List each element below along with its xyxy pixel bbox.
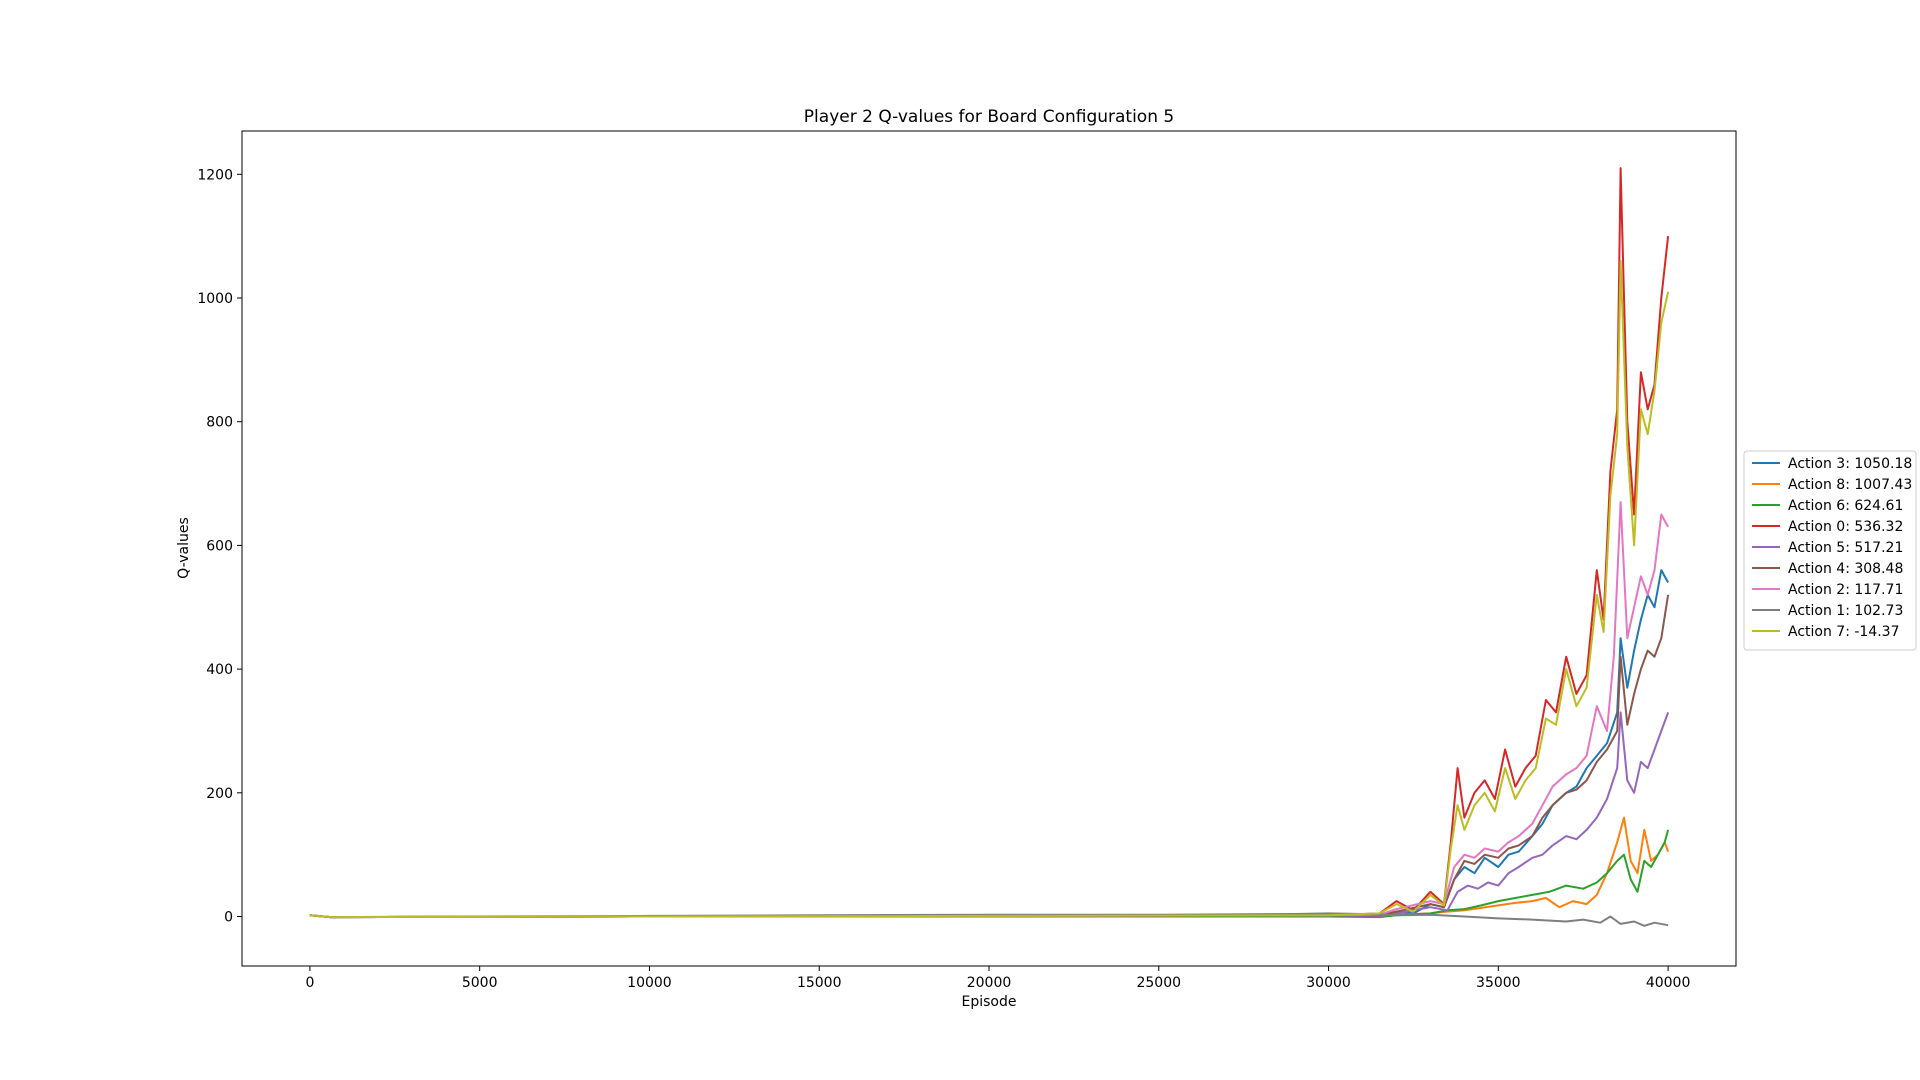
y-tick-label: 200 xyxy=(206,786,233,802)
legend-label: Action 1: 102.73 xyxy=(1788,603,1903,619)
x-axis-ticks: 0 5000 10000 15000 20000 25000 30000 35000 40000 xyxy=(305,966,1690,991)
legend-label: Action 2: 117.71 xyxy=(1788,582,1903,598)
legend-label: Action 6: 624.61 xyxy=(1788,498,1903,514)
x-tick-label: 15000 xyxy=(797,975,842,991)
legend-label: Action 7: -14.37 xyxy=(1788,624,1900,640)
series-lines xyxy=(309,167,1670,927)
chart-title: Player 2 Q-values for Board Configuratio… xyxy=(804,107,1174,127)
y-tick-label: 600 xyxy=(206,538,233,554)
legend-label: Action 0: 536.32 xyxy=(1788,519,1903,535)
x-tick-label: 0 xyxy=(305,975,314,991)
y-tick-label: 800 xyxy=(206,415,233,431)
x-tick-label: 40000 xyxy=(1646,975,1691,991)
legend-label: Action 5: 517.21 xyxy=(1788,540,1903,556)
x-tick-label: 10000 xyxy=(627,975,672,991)
y-axis-label: Q-values xyxy=(176,517,192,579)
legend: Action 3: 1050.18 Action 8: 1007.43 Action… xyxy=(1743,450,1917,651)
legend-label: Action 4: 308.48 xyxy=(1788,561,1903,577)
legend-label: Action 8: 1007.43 xyxy=(1788,477,1912,493)
y-axis-ticks: 0 200 400 600 800 1000 1200 xyxy=(197,167,242,926)
y-tick-label: 400 xyxy=(206,662,233,678)
x-axis-label: Episode xyxy=(962,994,1017,1010)
series-line-6 xyxy=(309,501,1669,919)
x-tick-label: 20000 xyxy=(967,975,1012,991)
y-tick-label: 1200 xyxy=(197,167,233,183)
y-tick-label: 1000 xyxy=(197,291,233,307)
y-tick-label: 0 xyxy=(224,910,233,926)
x-tick-label: 35000 xyxy=(1476,975,1521,991)
x-tick-label: 30000 xyxy=(1306,975,1351,991)
series-line-8 xyxy=(309,259,1670,919)
x-tick-label: 25000 xyxy=(1136,975,1181,991)
legend-box xyxy=(1743,450,1917,651)
x-tick-label: 5000 xyxy=(462,975,498,991)
legend-label: Action 3: 1050.18 xyxy=(1788,456,1912,472)
